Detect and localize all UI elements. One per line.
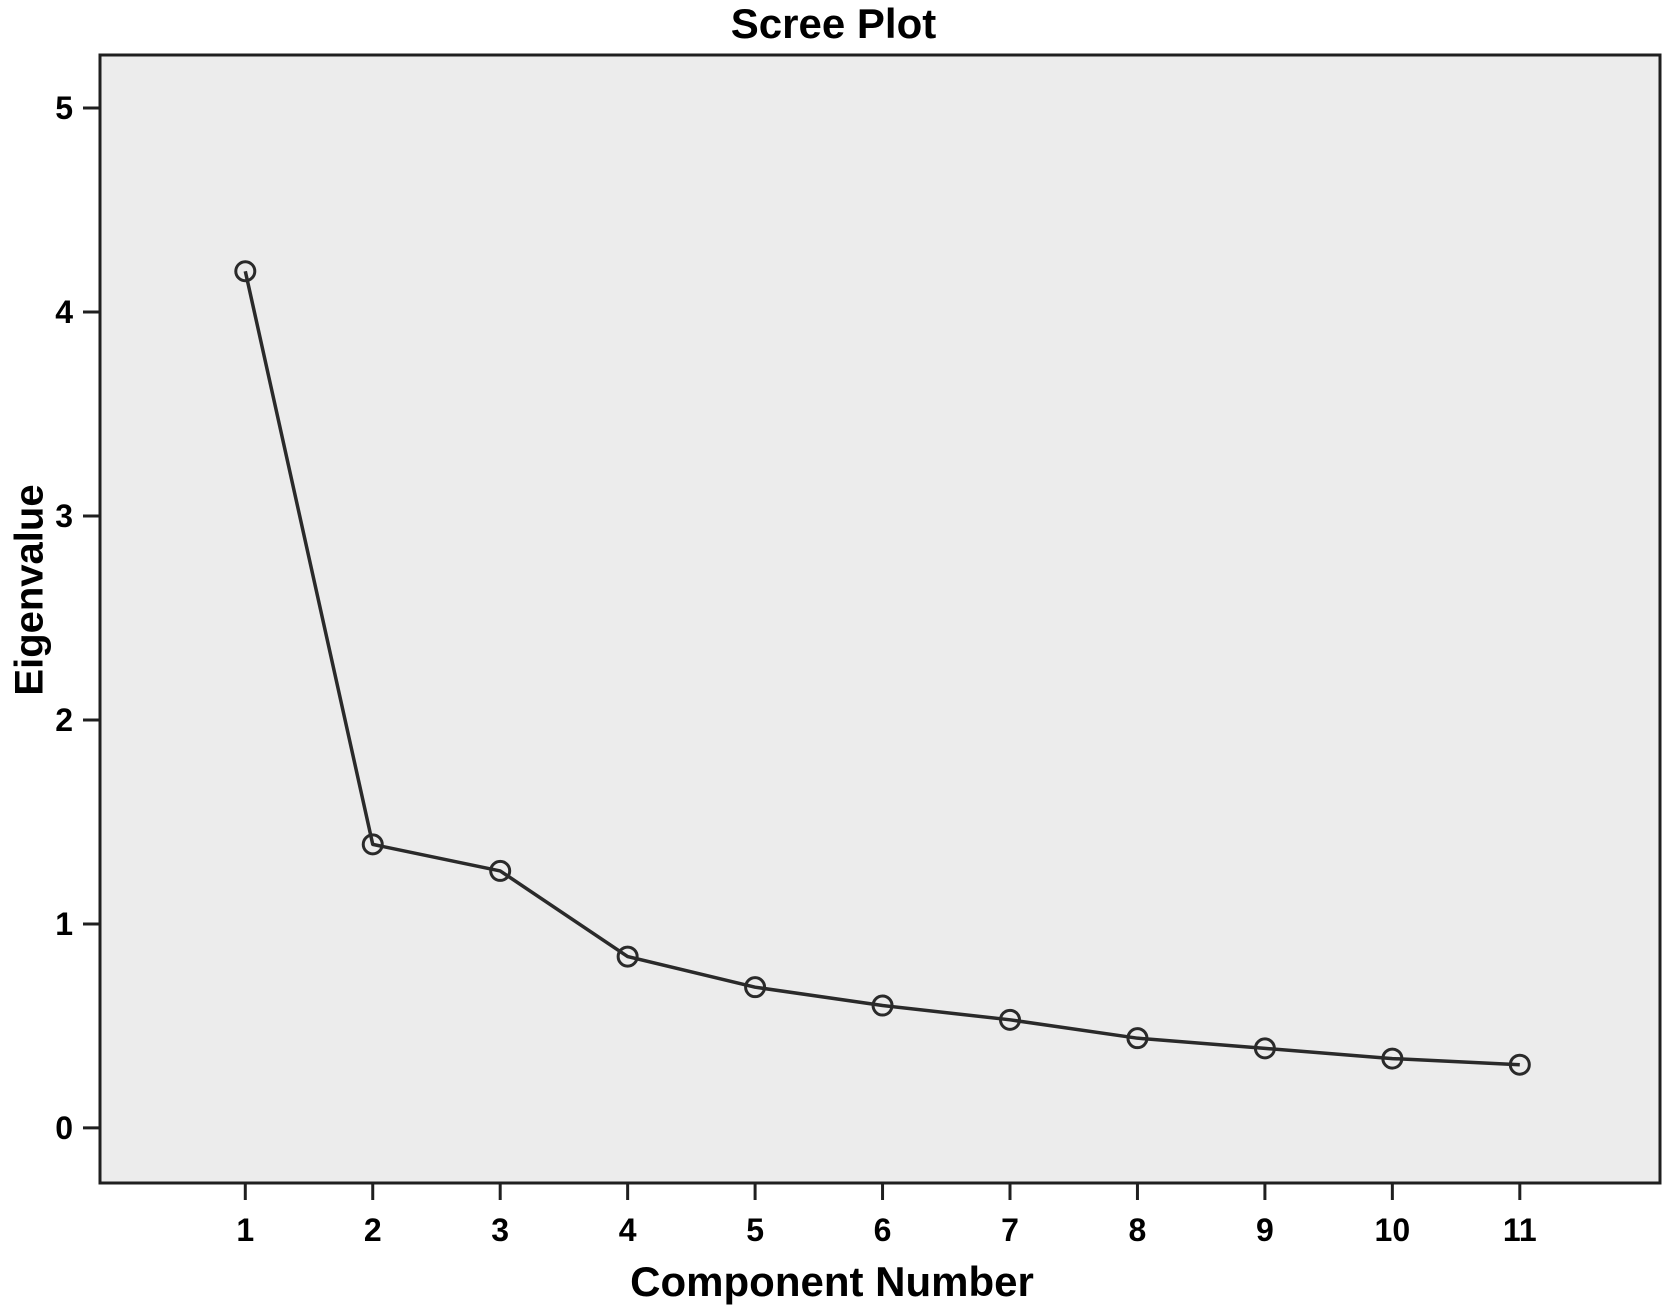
x-tick-label: 11	[1503, 1212, 1537, 1248]
x-tick-label: 3	[491, 1212, 509, 1248]
x-tick-label: 6	[874, 1212, 892, 1248]
y-tick-label: 0	[55, 1110, 73, 1146]
x-tick-label: 2	[364, 1212, 382, 1248]
x-tick-label: 10	[1375, 1212, 1411, 1248]
x-tick-label: 8	[1129, 1212, 1147, 1248]
x-tick-label: 4	[619, 1212, 637, 1248]
data-point-marker	[1126, 1027, 1149, 1050]
x-tick-label: 5	[746, 1212, 764, 1248]
y-tick-label: 2	[55, 702, 73, 738]
data-point-marker	[234, 260, 257, 283]
data-point-marker	[361, 833, 384, 856]
x-tick-label: 7	[1001, 1212, 1019, 1248]
y-tick-label: 1	[55, 906, 73, 942]
chart-title: Scree Plot	[730, 0, 937, 47]
x-tick-label: 1	[236, 1212, 254, 1248]
x-tick-label: 9	[1256, 1212, 1274, 1248]
data-point-marker	[744, 976, 767, 999]
data-point-marker	[871, 994, 894, 1017]
data-point-marker	[999, 1008, 1021, 1031]
y-tick-label: 3	[55, 498, 73, 534]
x-axis-title: Component Number	[630, 1258, 1034, 1305]
data-point-marker	[489, 859, 512, 882]
y-tick-label: 4	[55, 294, 73, 330]
series-line	[243, 270, 1520, 1067]
data-point-marker	[1508, 1053, 1531, 1076]
data-point-marker	[1381, 1047, 1404, 1070]
y-tick-label: 5	[55, 90, 73, 126]
data-point-marker	[1253, 1037, 1276, 1060]
data-point-marker	[616, 945, 639, 968]
